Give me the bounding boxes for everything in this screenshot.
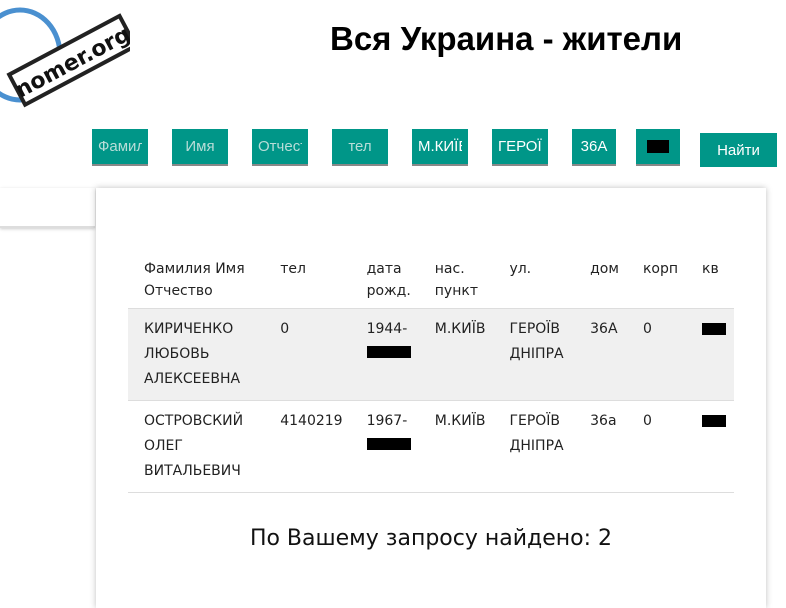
side-panel xyxy=(0,188,95,228)
col-city: нас. пункт xyxy=(434,261,478,299)
redacted-block xyxy=(366,346,411,358)
cell-korp: 0 xyxy=(626,400,686,493)
name-input[interactable] xyxy=(172,129,228,166)
cell-tel: 4140219 xyxy=(264,400,351,493)
cell-street: ГЕРОЇВ ДНІПРА xyxy=(493,400,575,493)
apartment-input[interactable] xyxy=(636,129,680,166)
cell-house: 36А xyxy=(574,308,627,401)
dob-text: 1944- xyxy=(366,321,408,337)
col-tel: тел xyxy=(280,261,306,277)
redacted-block xyxy=(647,140,669,153)
cell-dob: 1944- xyxy=(350,308,419,401)
surname-input[interactable] xyxy=(92,129,148,166)
table-row: ОСТРОВСКИЙ ОЛЕГ ВИТАЛЬЕВИЧ 4140219 1967-… xyxy=(128,400,734,493)
cell-korp: 0 xyxy=(626,308,686,401)
page-title: Вся Украина - жители xyxy=(330,20,683,57)
col-korp: корп xyxy=(642,261,678,277)
col-apt: кв xyxy=(702,261,719,277)
phone-input[interactable] xyxy=(332,129,388,166)
city-input[interactable] xyxy=(412,129,468,166)
results-card: Фамилия Имя Отчество тел дата рожд. нас.… xyxy=(96,188,766,608)
col-fio: Фамилия Имя Отчество xyxy=(144,261,245,299)
col-house: дом xyxy=(590,261,619,277)
patronymic-input[interactable] xyxy=(252,129,308,166)
cell-city: М.КИЇВ xyxy=(418,308,494,401)
cell-tel: 0 xyxy=(264,308,351,401)
search-button[interactable]: Найти xyxy=(700,133,777,167)
cell-apt xyxy=(686,308,734,401)
col-street: ул. xyxy=(509,261,532,277)
street-input[interactable] xyxy=(492,129,548,166)
cell-city: М.КИЇВ xyxy=(418,400,494,493)
results-count: По Вашему запросу найдено: 2 xyxy=(249,526,613,551)
cell-street: ГЕРОЇВ ДНІПРА xyxy=(493,308,575,401)
cell-name: ОСТРОВСКИЙ ОЛЕГ ВИТАЛЬЕВИЧ xyxy=(128,400,265,493)
results-table: Фамилия Имя Отчество тел дата рожд. нас.… xyxy=(128,256,734,493)
cell-dob: 1967- xyxy=(350,400,419,493)
cell-apt xyxy=(686,400,734,493)
cell-name: КИРИЧЕНКО ЛЮБОВЬ АЛЕКСЕЕВНА xyxy=(128,308,265,401)
redacted-block xyxy=(702,415,726,427)
redacted-block xyxy=(702,323,726,335)
table-row: КИРИЧЕНКО ЛЮБОВЬ АЛЕКСЕЕВНА 0 1944- М.КИ… xyxy=(128,308,734,401)
nomer-org-logo[interactable]: nomer.org xyxy=(0,0,130,110)
redacted-block xyxy=(366,438,411,450)
house-input[interactable] xyxy=(572,129,616,166)
dob-text: 1967- xyxy=(366,413,408,429)
cell-house: 36а xyxy=(574,400,627,493)
table-header: Фамилия Имя Отчество тел дата рожд. нас.… xyxy=(128,256,734,309)
col-dob: дата рожд. xyxy=(366,261,411,299)
